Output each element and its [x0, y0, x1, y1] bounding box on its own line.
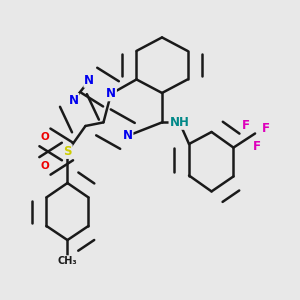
Text: O: O: [40, 161, 49, 171]
Text: N: N: [68, 94, 78, 107]
Text: N: N: [84, 74, 94, 87]
Text: F: F: [262, 122, 270, 135]
Text: S: S: [63, 145, 72, 158]
Text: CH₃: CH₃: [58, 256, 77, 266]
Text: NH: NH: [169, 116, 189, 129]
Text: O: O: [40, 132, 49, 142]
Text: F: F: [252, 140, 260, 153]
Text: F: F: [242, 119, 250, 132]
Text: N: N: [106, 87, 116, 101]
Text: N: N: [122, 129, 133, 142]
